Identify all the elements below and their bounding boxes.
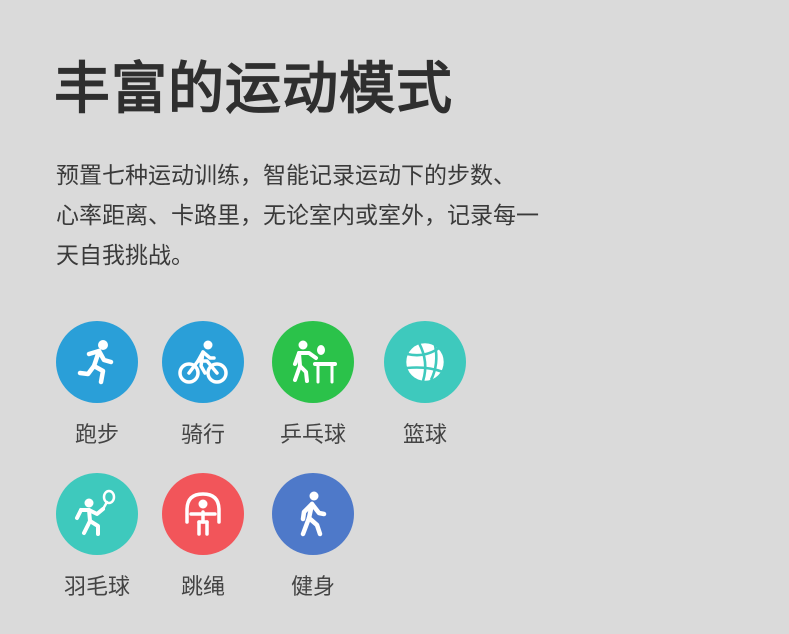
description-line: 心率距离、卡路里，无论室内或室外，记录每一	[56, 203, 539, 229]
sport-running[interactable]: 跑步	[42, 321, 152, 461]
sport-label: 跳绳	[180, 575, 225, 600]
sport-badminton[interactable]: 羽毛球	[42, 473, 152, 613]
sport-table-tennis[interactable]: 乒乓球	[258, 321, 368, 461]
sport-jump-rope[interactable]: 跳绳	[148, 473, 258, 613]
running-icon	[77, 340, 114, 385]
sport-label: 健身	[290, 575, 335, 600]
badminton-icon	[75, 489, 116, 536]
sport-circle	[272, 321, 354, 403]
sport-label: 跑步	[74, 423, 119, 448]
page-title: 丰富的运动模式	[54, 57, 453, 122]
sport-circle	[384, 321, 466, 403]
cycling-icon	[178, 340, 228, 384]
sport-circle	[162, 473, 244, 555]
sport-circle	[56, 473, 138, 555]
sport-circle	[56, 321, 138, 403]
table-tennis-icon	[293, 340, 337, 384]
sport-basketball[interactable]: 篮球	[370, 321, 480, 461]
sport-circle	[162, 321, 244, 403]
sport-circle	[272, 473, 354, 555]
fitness-walking-icon	[300, 491, 327, 537]
description: 预置七种运动训练，智能记录运动下的步数、 心率距离、卡路里，无论室内或室外，记录…	[56, 156, 656, 276]
description-line: 天自我挑战。	[56, 243, 194, 269]
jump-rope-icon	[185, 492, 221, 536]
sport-fitness[interactable]: 健身	[258, 473, 368, 613]
sport-label: 篮球	[402, 423, 447, 448]
sport-label: 骑行	[180, 423, 225, 448]
sport-label: 乒乓球	[279, 423, 346, 448]
sport-cycling[interactable]: 骑行	[148, 321, 258, 461]
basketball-icon	[403, 340, 447, 384]
description-line: 预置七种运动训练，智能记录运动下的步数、	[56, 163, 516, 189]
sport-label: 羽毛球	[63, 575, 130, 600]
